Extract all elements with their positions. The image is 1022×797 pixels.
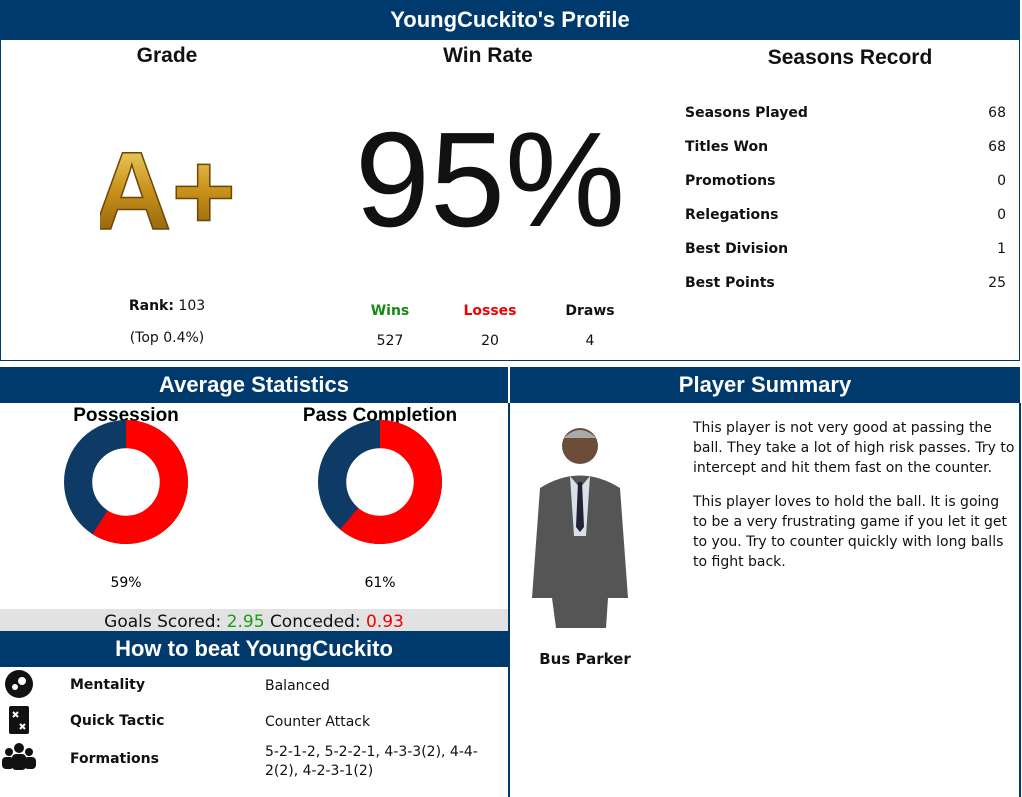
donut-title: Pass Completion xyxy=(303,405,457,426)
record-label: Titles Won xyxy=(685,139,769,155)
tactic-label: Quick Tactic xyxy=(70,713,165,729)
rank: Rank: 103 xyxy=(67,298,267,314)
record-value: 1 xyxy=(997,241,1006,257)
result-value: 527 xyxy=(376,333,404,349)
grade-value: A+ xyxy=(100,130,236,250)
grade-badge: A+ xyxy=(100,130,237,250)
record-value: 25 xyxy=(988,275,1006,291)
donut-arc xyxy=(318,420,442,544)
divider xyxy=(508,403,510,797)
result-label: Wins xyxy=(370,303,410,319)
result-value: 4 xyxy=(585,333,595,349)
record-label: Best Points xyxy=(685,275,775,291)
summary-bar: Player Summary xyxy=(510,367,1020,403)
beat-bar: How to beat YoungCuckito xyxy=(0,631,508,667)
stats-title: Average Statistics xyxy=(159,372,349,397)
tactic-value: Balanced xyxy=(265,678,330,694)
donut-gap xyxy=(346,448,414,516)
summary-title: Player Summary xyxy=(678,372,852,397)
record-value: 68 xyxy=(988,105,1006,121)
record-value: 68 xyxy=(988,139,1006,155)
donut-label: 61% xyxy=(364,575,395,591)
result-value: 20 xyxy=(481,333,499,349)
donut-charts: Possession 59% Pass Completion 61% xyxy=(64,405,457,591)
tactic-value: 5-2-1-2, 5-2-2-1, 4-3-3(2), 4-4-2(2), 4-… xyxy=(265,744,478,779)
tactic-label: Formations xyxy=(70,751,159,767)
result-label: Losses xyxy=(463,303,517,319)
summary-paragraph: This player is not very good at passing … xyxy=(693,420,1015,476)
donut-title: Possession xyxy=(73,405,179,426)
goals-label: Goals Scored: xyxy=(104,612,222,632)
summary-text: This player is not very good at passing … xyxy=(693,418,1015,572)
conceded-label: Conceded: xyxy=(269,612,361,632)
player-image xyxy=(532,428,628,628)
record-label: Seasons Played xyxy=(685,105,808,121)
goals-value: 2.95 xyxy=(226,612,265,632)
tactic-label: Mentality xyxy=(70,677,145,693)
record-label: Promotions xyxy=(685,173,776,189)
page-title: YoungCuckito's Profile xyxy=(390,7,630,32)
seasons-title: Seasons Record xyxy=(767,46,933,69)
divider xyxy=(1019,403,1021,797)
summary-paragraph: This player loves to hold the ball. It i… xyxy=(693,494,1008,570)
tactic-value: Counter Attack xyxy=(265,714,371,730)
donut-gap xyxy=(92,448,160,516)
donut-label: 59% xyxy=(110,575,141,591)
conceded-value: 0.93 xyxy=(365,612,404,632)
rank-value: 103 xyxy=(178,298,206,314)
rank-top: (Top 0.4%) xyxy=(129,330,205,346)
player-name: Bus Parker xyxy=(539,650,631,668)
grade-title: Grade xyxy=(136,44,198,67)
top-panel xyxy=(0,40,1020,361)
donut-arc xyxy=(64,420,188,544)
record-label: Best Division xyxy=(685,241,789,257)
win-rate-value: 95% xyxy=(354,104,626,255)
rank-label: Rank: xyxy=(128,298,174,314)
record-value: 0 xyxy=(997,173,1006,189)
goals-row: Goals Scored: 2.95 Conceded: 0.93 xyxy=(0,609,508,632)
win-rate-title: Win Rate xyxy=(443,44,533,67)
record-value: 0 xyxy=(997,207,1006,223)
beat-title: How to beat YoungCuckito xyxy=(115,636,393,661)
header-bar: YoungCuckito's Profile xyxy=(0,0,1020,40)
stats-bar: Average Statistics xyxy=(0,367,508,403)
icons xyxy=(2,670,36,770)
result-label: Draws xyxy=(565,303,615,319)
record-label: Relegations xyxy=(685,207,779,223)
